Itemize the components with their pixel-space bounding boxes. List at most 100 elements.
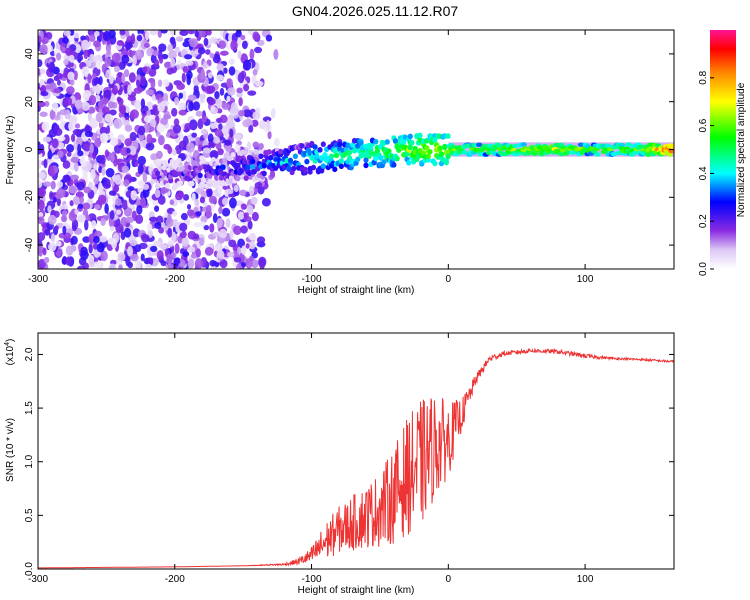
noise-cell (38, 179, 43, 188)
noise-cell (118, 264, 123, 269)
noise-cell (70, 156, 80, 163)
noise-cell (130, 253, 139, 262)
noise-cell (178, 102, 187, 111)
noise-cell (38, 211, 44, 218)
noise-cell (225, 121, 234, 129)
noise-cell (104, 72, 110, 79)
ridge-cell (302, 166, 308, 173)
noise-cell (194, 258, 203, 269)
noise-cell (167, 146, 173, 155)
ridge-cell (322, 152, 328, 158)
noise-cell (73, 161, 79, 172)
ridge-cell (314, 153, 320, 160)
noise-cell (108, 219, 114, 227)
noise-cell (149, 216, 158, 222)
noise-cell (146, 47, 155, 57)
noise-cell (51, 102, 59, 112)
ridge-cell (445, 133, 451, 139)
noise-cell (47, 150, 53, 160)
noise-cell (66, 86, 75, 95)
noise-cell (123, 69, 130, 78)
noise-cell (229, 108, 239, 114)
ridge-cell (309, 140, 315, 147)
noise-cell (173, 257, 181, 265)
noise-cell (242, 59, 252, 71)
noise-cell (88, 243, 93, 254)
noise-cell (137, 163, 144, 175)
noise-cell (114, 174, 121, 185)
noise-cell (156, 150, 163, 159)
ridge-cell (337, 141, 343, 148)
x-tick-label: -100 (302, 274, 322, 285)
noise-cell (227, 87, 236, 96)
noise-cell (171, 107, 178, 117)
noise-cell (82, 141, 92, 152)
noise-cell (237, 50, 242, 59)
noise-cell (206, 189, 213, 197)
colorbar-gradient (710, 30, 736, 269)
noise-cell (198, 221, 206, 227)
ridge-cell (304, 158, 310, 165)
ridge-cell (163, 160, 169, 166)
noise-cell (92, 243, 98, 250)
noise-cell (91, 73, 97, 79)
x-tick-label: 100 (577, 574, 594, 585)
noise-cell (243, 109, 252, 118)
noise-cell (186, 209, 195, 217)
noise-cell (242, 119, 251, 128)
ridge-cell (312, 144, 318, 150)
noise-cell (245, 258, 253, 269)
ridge-cell (227, 155, 233, 162)
noise-cell (233, 133, 243, 140)
noise-cell (154, 221, 162, 230)
noise-cell (238, 97, 243, 107)
noise-cell (97, 194, 107, 205)
ridge-cell (407, 144, 413, 151)
noise-cell (112, 85, 118, 96)
noise-cell (99, 132, 109, 144)
noise-cell (239, 189, 247, 197)
noise-cell (154, 189, 161, 198)
noise-cell (182, 90, 187, 101)
noise-cell (68, 54, 75, 63)
noise-cell (167, 263, 174, 269)
noise-cell (273, 137, 280, 147)
noise-cell (38, 187, 47, 198)
noise-cell (252, 111, 261, 120)
noise-cell (156, 250, 164, 261)
ridge-cell (346, 155, 353, 161)
noise-cell (49, 166, 55, 177)
noise-cell (197, 118, 204, 130)
noise-cell (217, 185, 223, 195)
noise-cell (160, 222, 166, 228)
noise-cell (83, 49, 89, 60)
noise-cell (80, 35, 87, 41)
noise-cell (93, 163, 98, 171)
noise-cell (123, 179, 130, 187)
noise-cell (186, 142, 195, 153)
noise-cell (207, 133, 214, 144)
figure-title: GN04.2026.025.11.12.R07 (292, 3, 459, 19)
ridge-cell (363, 162, 369, 169)
ridge-cell (328, 153, 335, 159)
snr-x-label: Height of straight line (km) (298, 585, 415, 596)
noise-cell (237, 211, 245, 220)
noise-cell (93, 235, 100, 244)
noise-cell (136, 205, 143, 215)
noise-cell (215, 98, 223, 109)
ridge-cell (443, 159, 450, 166)
noise-cell (130, 109, 139, 119)
noise-cell (153, 58, 160, 68)
noise-cell (104, 203, 109, 214)
noise-cell (146, 133, 153, 144)
ridge-cell (432, 160, 438, 167)
noise-cell (69, 200, 74, 207)
noise-cell (209, 150, 219, 160)
noise-cell (109, 225, 115, 232)
noise-cell (212, 231, 220, 238)
noise-cell (251, 211, 259, 222)
noise-cell (88, 259, 95, 268)
ridge-cell (338, 158, 344, 164)
ridge-cell (258, 149, 264, 156)
noise-cell (104, 149, 110, 158)
